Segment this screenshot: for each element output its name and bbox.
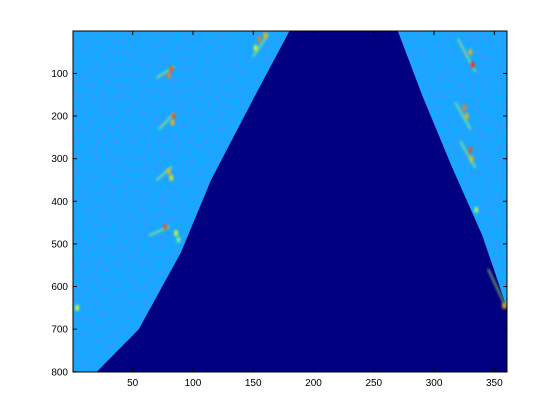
heatmap-bright-spot-9 [169,174,174,182]
y-tick-label: 200 [51,112,68,123]
heatmap-band-texture-2 [397,31,507,308]
y-axis: 100 200 300 400 500 600 700 800 [51,69,507,378]
x-tick-label: 200 [305,378,322,389]
y-tick-label: 400 [51,197,68,208]
heatmap-bright-spot-3 [253,44,258,52]
x-tick-label: 150 [245,378,262,389]
x-tick-label: 100 [185,378,202,389]
heatmap-bright-spot-5 [167,72,171,79]
heatmap-bright-spot-14 [468,48,473,56]
heatmap-band-texture-1 [73,31,290,372]
heatmap-streak-1 [252,34,269,58]
heatmap-streak-9 [487,268,507,309]
heatmap-bright-spot-10 [163,223,168,231]
heatmap-bright-spots [75,31,506,312]
x-tick-label: 250 [365,378,382,389]
heatmap-bright-spot-15 [470,61,475,69]
heatmap-bright-spot-16 [462,104,467,111]
x-tick-label: 350 [486,378,503,389]
x-tick-label: 50 [127,378,139,389]
heatmap-bright-spot-11 [174,230,178,237]
heatmap-streak-8 [459,140,476,168]
y-tick-label: 300 [51,154,68,165]
heatmap-bands [73,31,507,372]
heatmap-bright-spot-4 [169,65,174,73]
heatmap-bright-spot-2 [263,31,268,39]
heatmap-streak-7 [454,102,472,130]
heatmap-bright-spot-6 [171,112,176,120]
heatmap-bright-spot-13 [75,304,80,312]
y-tick-label: 100 [51,69,68,80]
heatmap-bright-spot-8 [167,168,171,175]
heatmap-streak-3 [158,113,175,130]
y-tick-label: 700 [51,325,68,336]
heatmap-bright-spot-7 [170,119,175,126]
y-tick-label: 600 [51,282,68,293]
heatmap-bright-spot-18 [468,146,473,154]
heatmap-bright-spot-1 [257,36,262,43]
heatmap-bright-spot-21 [502,302,506,309]
y-tick-label: 500 [51,239,68,250]
heatmap-bright-spot-12 [176,236,181,243]
heatmap-bright-spot-17 [464,112,469,120]
heatmap-bright-spot-19 [469,155,474,162]
y-tick-label: 800 [51,367,68,378]
x-axis: 50 100 150 200 250 300 350 [127,31,503,389]
heatmap-bright-spot-20 [474,206,479,214]
x-tick-label: 300 [426,378,443,389]
